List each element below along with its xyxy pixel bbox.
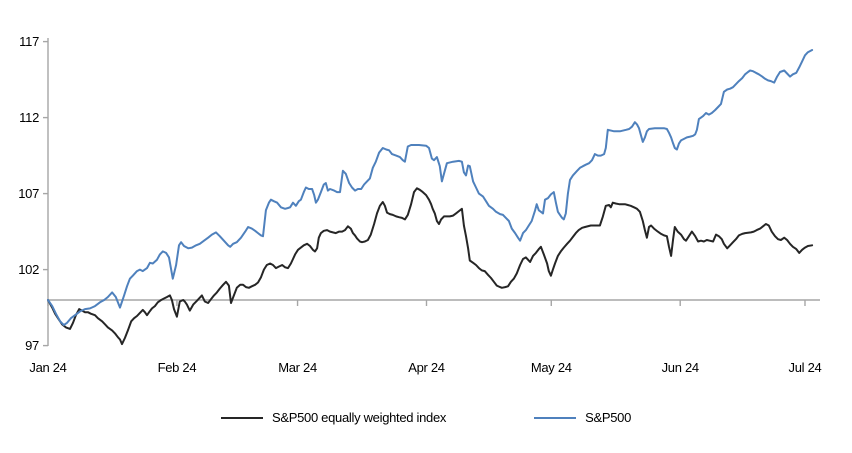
legend-line-swatch-equal-weight (220, 416, 263, 419)
legend-item-sp500: S&P500 (534, 410, 631, 425)
series-line-sp500-equal-weight (47, 187, 814, 346)
line-chart-canvas: Jan 24 Feb 24 Mar 24 Apr 24 May 24 Jun 24 Jul … (18, 34, 822, 375)
y-axis-label: 97 (25, 338, 39, 353)
legend-label-equal-weight: S&P500 equally weighted index (271, 410, 447, 425)
chart-legend: S&P500 equally weighted index S&P500 (0, 410, 852, 425)
x-axis-label: May 24 (531, 360, 572, 375)
x-axis-label: Jan 24 (29, 360, 66, 375)
y-axis-label: 107 (18, 186, 39, 201)
legend-line-swatch-sp500 (534, 416, 577, 419)
x-axis-label: Apr 24 (408, 360, 445, 375)
y-axis-label: 112 (19, 110, 39, 125)
x-axis-label: Jun 24 (662, 360, 699, 375)
y-axis-label: 102 (18, 262, 39, 277)
legend-label-sp500: S&P500 (585, 410, 632, 425)
y-axis-label: 117 (19, 34, 39, 49)
x-axis-label: Feb 24 (158, 360, 197, 375)
x-axis-label: Jul 24 (789, 360, 822, 375)
x-axis-label: Mar 24 (278, 360, 317, 375)
legend-item-equal-weight: S&P500 equally weighted index (220, 410, 447, 425)
series-line-sp500 (47, 49, 814, 327)
